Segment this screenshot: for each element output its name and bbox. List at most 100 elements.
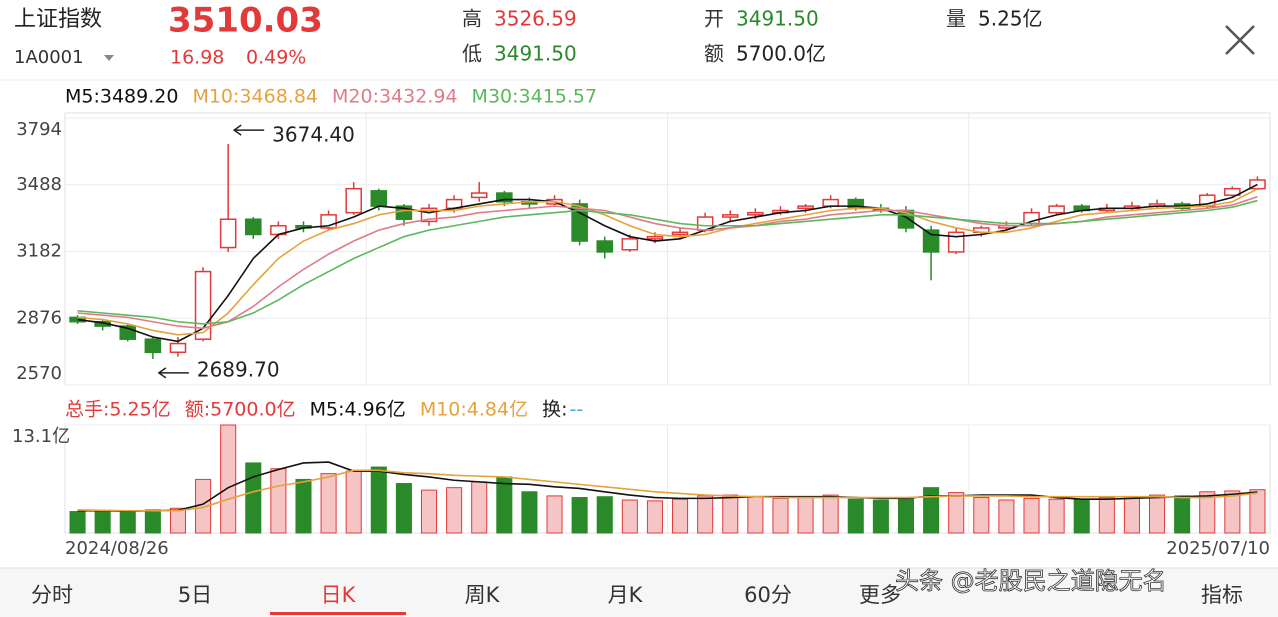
high-value: 3526.59 <box>494 7 577 31</box>
volume-bar <box>847 498 864 534</box>
candle-body <box>747 211 764 216</box>
volume-bar <box>923 487 940 534</box>
tab[interactable]: 分时 <box>31 583 73 607</box>
high-arrow <box>232 124 265 136</box>
volume-bar <box>646 500 663 534</box>
volume-bar <box>747 496 764 534</box>
candle-body <box>797 205 814 210</box>
candle-body <box>1048 205 1065 214</box>
amount-label: 额 <box>704 42 724 66</box>
volume-ma-legend: M10:4.84亿 <box>420 399 528 421</box>
low-value: 3491.50 <box>494 42 577 66</box>
y-tick-label: 3794 <box>16 119 62 140</box>
y-tick-label: 3488 <box>16 174 62 195</box>
tab-bar <box>0 568 1278 617</box>
volume-bar <box>1023 497 1040 534</box>
volume-bar <box>1123 496 1140 534</box>
dropdown-arrow[interactable] <box>104 55 114 61</box>
volume-bar <box>1098 497 1115 534</box>
x-label: 2024/08/26 <box>65 538 169 559</box>
x-label: 2025/07/10 <box>1166 538 1270 559</box>
change-pct: 0.49% <box>246 47 306 69</box>
high-label: 高 <box>462 7 482 31</box>
volume-bar <box>973 497 990 534</box>
ma-line <box>77 183 1258 343</box>
ma-legend: M30:3415.57 <box>472 86 598 108</box>
volume-bar <box>1199 491 1216 534</box>
candle-body <box>1249 179 1266 190</box>
candle-body <box>822 198 839 207</box>
candle-body <box>496 192 513 203</box>
volume-bar <box>220 424 237 534</box>
volume-bar <box>998 499 1015 534</box>
price: 3510.03 <box>168 1 323 41</box>
volume-bar <box>69 511 86 534</box>
tab[interactable]: 60分 <box>744 583 792 607</box>
volume-bar <box>270 468 287 534</box>
volume-bar <box>1048 498 1065 534</box>
candle-body <box>1224 187 1241 196</box>
index-name: 上证指数 <box>14 7 102 32</box>
change: 16.98 <box>170 47 224 69</box>
volume-bar <box>320 473 337 534</box>
candle-body <box>245 218 262 236</box>
candle-body <box>370 190 388 207</box>
tab-underline <box>270 612 406 615</box>
ma-legend: M10:3468.84 <box>192 86 318 108</box>
candle-body <box>470 192 488 199</box>
volume-bar <box>496 476 513 534</box>
volume-bar <box>370 466 387 534</box>
high-annotation: 3674.40 <box>272 123 355 147</box>
tab[interactable]: 月K <box>608 583 644 607</box>
close-button[interactable] <box>1225 25 1255 55</box>
volume-bar <box>1073 499 1090 534</box>
candle-body <box>646 235 664 240</box>
turnover-label: 换: <box>542 399 567 421</box>
volume-ma-legend: M5:4.96亿 <box>310 399 406 421</box>
tab[interactable]: 周K <box>465 583 501 607</box>
candle-body <box>671 231 689 236</box>
tab[interactable]: 日K <box>321 583 357 607</box>
low-label: 低 <box>462 42 482 66</box>
volume-bar <box>546 495 563 534</box>
candle-body <box>144 338 162 354</box>
ma-legend: M5:3489.20 <box>65 86 178 108</box>
candle-body <box>571 203 588 242</box>
ma-legend: M20:3432.94 <box>332 86 458 108</box>
candle-body <box>345 187 362 214</box>
watermark: 头条 @老股民之道隐无名 <box>895 567 1167 595</box>
y-tick-label: 3182 <box>16 241 62 262</box>
volume-value: 5.25亿 <box>978 7 1043 31</box>
tab[interactable]: 5日 <box>178 583 212 607</box>
volume-bar <box>1174 495 1191 534</box>
ma-line <box>77 469 1258 512</box>
y-tick-label: 2876 <box>16 307 62 328</box>
candle-body <box>947 231 965 253</box>
low-annotation: 2689.70 <box>197 357 280 381</box>
volume-bar <box>722 494 739 534</box>
volume-legend: 额:5700.0亿 <box>185 399 296 421</box>
volume-bar <box>245 462 262 534</box>
volume-bar <box>596 496 613 534</box>
volume-bar <box>872 499 889 534</box>
tab[interactable]: 指标 <box>1201 583 1243 607</box>
volume-bar <box>571 497 588 534</box>
volume-bar <box>1149 494 1166 534</box>
ma-line <box>77 199 1258 325</box>
volume-bar <box>1249 489 1266 534</box>
open-value: 3491.50 <box>736 7 819 31</box>
tab[interactable]: 更多 <box>859 583 901 607</box>
volume-bar <box>797 497 814 534</box>
volume-bar <box>672 498 689 534</box>
volume-bar <box>94 510 111 534</box>
candle-body <box>721 214 739 218</box>
volume-bar <box>948 492 965 534</box>
candle-body <box>169 342 187 354</box>
volume-bar <box>521 491 538 534</box>
volume-bar <box>395 483 412 534</box>
volume-bar <box>295 478 312 534</box>
candle-body <box>922 229 940 253</box>
volume-bar <box>772 497 789 534</box>
index-code[interactable]: 1A0001 <box>14 47 84 68</box>
